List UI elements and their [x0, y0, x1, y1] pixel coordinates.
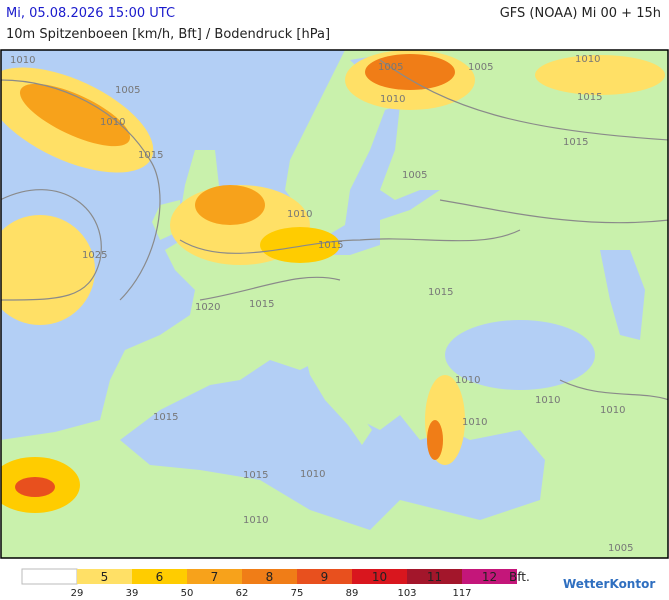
model-run: GFS (NOAA) Mi 00 + 15h [499, 6, 661, 21]
isobar-label: 1005 [608, 543, 633, 554]
italy [305, 350, 372, 445]
isobar-label: 1010 [462, 417, 487, 428]
legend-kmh: 103 [397, 588, 416, 599]
legend-kmh: 39 [126, 588, 139, 599]
date: Mi, 05.08.2026 15:00 UTC [6, 6, 176, 21]
legend-swatch [352, 569, 407, 584]
isobar-label: 1015 [577, 92, 602, 103]
isobar-label: 1015 [138, 150, 163, 161]
isobar-label: 1015 [249, 299, 274, 310]
legend-kmh: 62 [236, 588, 249, 599]
legend-swatch [462, 569, 517, 584]
legend-swatch [77, 569, 132, 584]
black-sea [445, 320, 595, 390]
isobar-label: 1010 [100, 117, 125, 128]
isobar-label: 1005 [378, 62, 403, 73]
isobar-label: 1005 [468, 62, 493, 73]
isobar-label: 1015 [153, 412, 178, 423]
isobars [1, 59, 668, 401]
legend-swatch [407, 569, 462, 584]
isobar-label: 1020 [195, 302, 220, 313]
isobar-label: 1010 [10, 55, 35, 66]
isobar-label: 1015 [563, 137, 588, 148]
legend-bft: 8 [266, 570, 274, 584]
isobar-label: 1010 [380, 94, 405, 105]
legend-kmh: 89 [346, 588, 359, 599]
legend-bft: 5 [101, 570, 109, 584]
isobar-label: 1010 [287, 209, 312, 220]
isobar-label: 1010 [243, 515, 268, 526]
legend-bft: 9 [321, 570, 329, 584]
legend-swatch [297, 569, 352, 584]
isobar-label: 1010 [600, 405, 625, 416]
legend-bft: 11 [427, 570, 442, 584]
legend-swatch [132, 569, 187, 584]
subtitle: 10m Spitzenboeen [km/h, Bft] / Bodendruc… [6, 27, 331, 42]
legend-kmh: 117 [452, 588, 471, 599]
isobar-label: 1010 [535, 395, 560, 406]
isobar-label: 1010 [300, 469, 325, 480]
legend-swatch [242, 569, 297, 584]
legend-unit: Bft. [509, 570, 530, 584]
legend-bft: 7 [211, 570, 219, 584]
legend-bft: 6 [156, 570, 164, 584]
isobar-label: 1010 [575, 54, 600, 65]
legend-bft: 10 [372, 570, 387, 584]
legend-kmh: 75 [291, 588, 304, 599]
baltic-sea [320, 105, 440, 255]
mediterranean [120, 360, 545, 530]
isobar-label: 1015 [428, 287, 453, 298]
caspian [600, 250, 645, 340]
wind-areas [1, 50, 665, 513]
legend-kmh: 50 [181, 588, 194, 599]
legend-swatch [21, 568, 78, 585]
isobar-label: 1015 [318, 240, 343, 251]
legend-bft: 12 [482, 570, 497, 584]
isobar-label: 1010 [455, 375, 480, 386]
legend-kmh: 29 [71, 588, 84, 599]
isobar-label: 1005 [402, 170, 427, 181]
isobar-label: 1015 [243, 470, 268, 481]
legend-swatch [187, 569, 242, 584]
isobar-label: 1005 [115, 85, 140, 96]
logo: WetterKontor [563, 577, 655, 591]
isobar-label: 1025 [82, 250, 107, 261]
